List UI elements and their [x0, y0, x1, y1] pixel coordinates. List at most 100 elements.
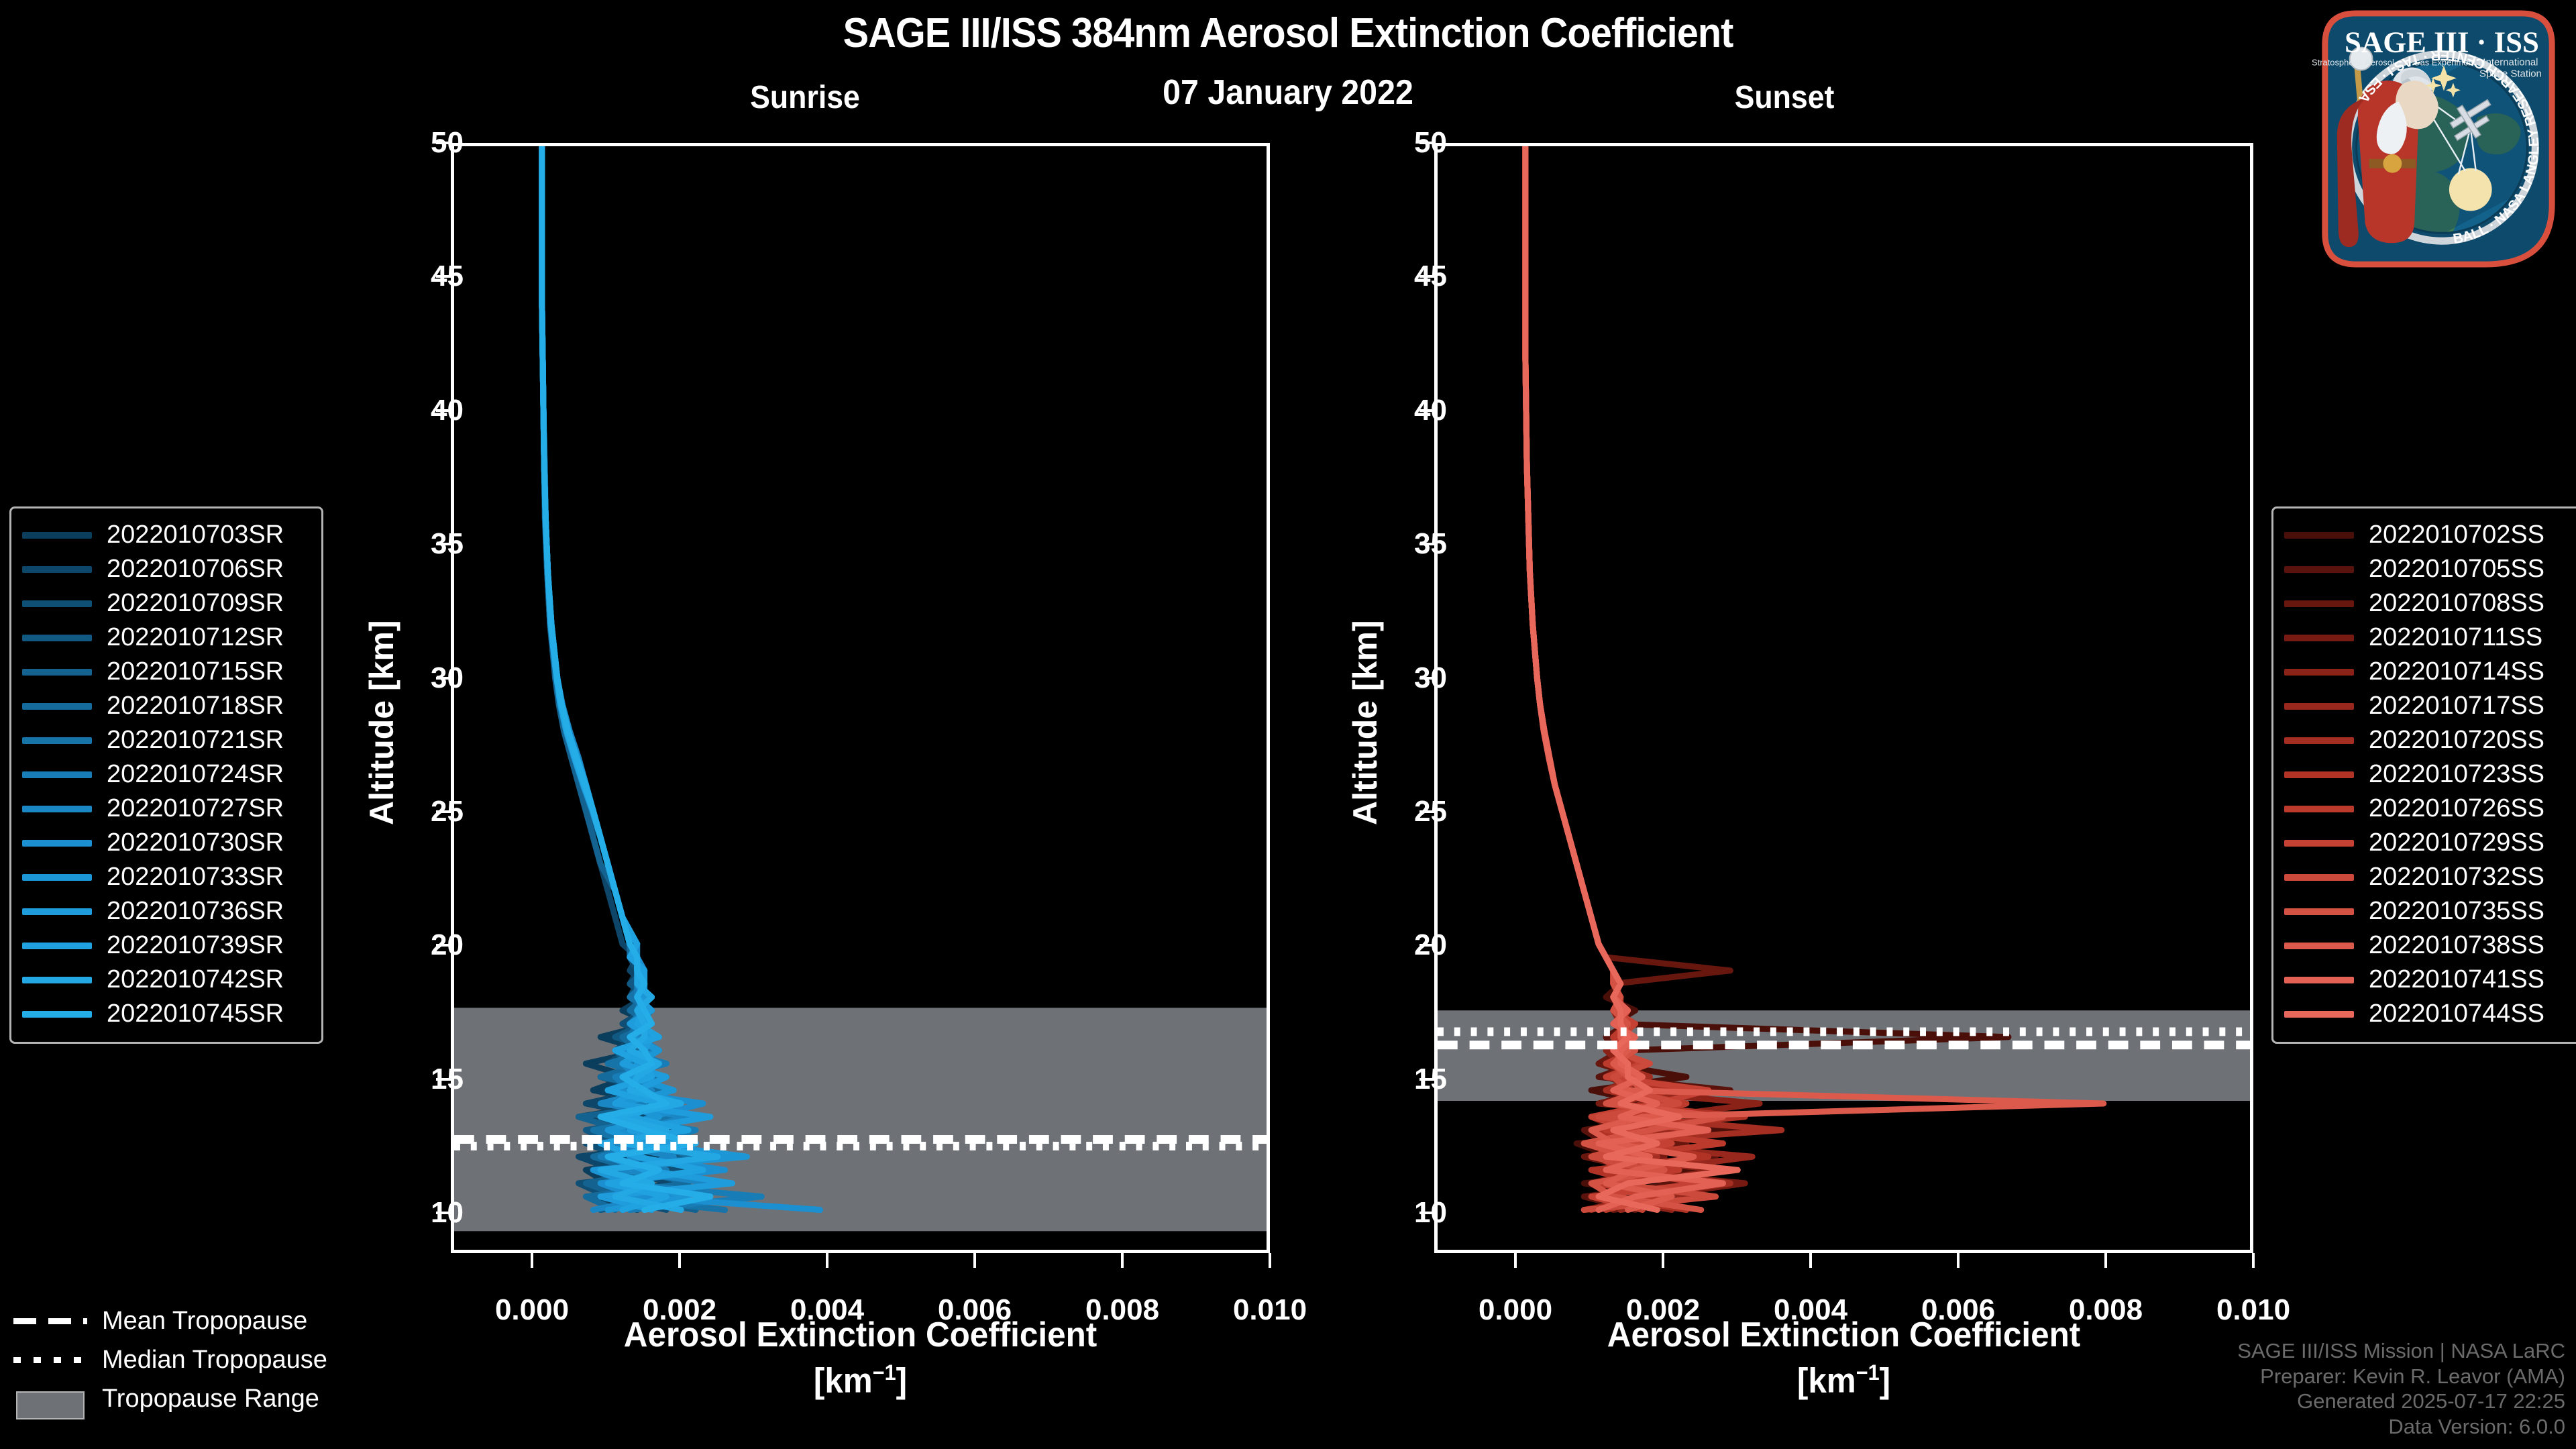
legend-item[interactable]: 2022010714SS	[2284, 655, 2573, 689]
legend-item[interactable]: 2022010702SS	[2284, 518, 2573, 552]
sunset-x-tick-mark	[1662, 1253, 1664, 1268]
legend-item[interactable]: 2022010730SR	[22, 826, 311, 860]
legend-color-swatch-icon	[22, 531, 92, 539]
legend-item[interactable]: 2022010715SR	[22, 655, 311, 689]
patch-subtitle-right-1: International	[2483, 57, 2538, 68]
legend-item-label: 2022010745SR	[107, 1000, 284, 1028]
legend-item[interactable]: 2022010733SR	[22, 860, 311, 894]
sunset-x-tick-label: 0.008	[2068, 1293, 2143, 1326]
profile-line	[542, 146, 710, 1210]
legend-item[interactable]: 2022010732SS	[2284, 860, 2573, 894]
sunset-x-axis-unit: [km−1]	[1796, 1360, 1891, 1401]
legend-item-label: 2022010723SS	[2369, 760, 2545, 788]
legend-item-label: 2022010739SR	[107, 931, 284, 959]
sunrise-x-tick-mark	[678, 1253, 681, 1268]
sunrise-y-tick-mark	[436, 1212, 451, 1215]
legend-label-median-tropopause: Median Tropopause	[102, 1345, 327, 1374]
sunrise-y-tick-mark	[436, 810, 451, 813]
sage-iii-iss-mission-patch-icon: SAGE III · ISS Stratospheric Aerosol and…	[2312, 10, 2555, 268]
legend-item[interactable]: 2022010726SS	[2284, 792, 2573, 826]
legend-item[interactable]: 2022010735SS	[2284, 894, 2573, 928]
legend-color-swatch-icon	[22, 908, 92, 915]
legend-item[interactable]: 2022010705SS	[2284, 552, 2573, 586]
sunrise-x-tick-label: 0.010	[1232, 1293, 1307, 1326]
legend-item[interactable]: 2022010708SS	[2284, 586, 2573, 621]
legend-item[interactable]: 2022010744SS	[2284, 997, 2573, 1031]
legend-item[interactable]: 2022010709SR	[22, 586, 311, 621]
legend-item-label: 2022010708SS	[2369, 589, 2545, 617]
sunset-x-tick-mark	[1957, 1253, 1960, 1268]
sunrise-x-tick-mark	[973, 1253, 976, 1268]
legend-item-label: 2022010703SR	[107, 521, 284, 549]
legend-color-swatch-icon	[22, 805, 92, 812]
sunset-y-tick-mark	[1419, 1212, 1434, 1215]
legend-item-label: 2022010738SS	[2369, 931, 2545, 959]
legend-item[interactable]: 2022010736SR	[22, 894, 311, 928]
legend-color-swatch-icon	[2284, 873, 2354, 881]
legend-color-swatch-icon	[22, 737, 92, 744]
legend-item[interactable]: 2022010720SS	[2284, 723, 2573, 757]
legend-item[interactable]: 2022010723SS	[2284, 757, 2573, 792]
legend-item[interactable]: 2022010724SR	[22, 757, 311, 792]
legend-item[interactable]: 2022010738SS	[2284, 928, 2573, 963]
page-title: SAGE III/ISS 384nm Aerosol Extinction Co…	[843, 10, 1734, 56]
sunset-y-tick-mark	[1419, 142, 1434, 144]
legend-item-median-tropopause: Median Tropopause	[13, 1340, 327, 1379]
credits-generated: Generated 2025-07-17 22:25	[2297, 1389, 2565, 1413]
legend-item[interactable]: 2022010717SS	[2284, 689, 2573, 723]
legend-color-swatch-icon	[22, 634, 92, 641]
sunset-y-tick-mark	[1419, 676, 1434, 680]
sunrise-panel-title: Sunrise	[750, 80, 860, 115]
legend-item-label: 2022010709SR	[107, 589, 284, 617]
sunset-plot-area	[1438, 146, 2250, 1250]
legend-item-label: 2022010712SR	[107, 623, 284, 651]
sunrise-y-tick-mark	[436, 142, 451, 144]
legend-item[interactable]: 2022010703SR	[22, 518, 311, 552]
legend-item[interactable]: 2022010739SR	[22, 928, 311, 963]
legend-item[interactable]: 2022010741SS	[2284, 963, 2573, 997]
legend-item-label: 2022010702SS	[2369, 521, 2545, 549]
legend-color-swatch-icon	[2284, 600, 2354, 607]
legend-item-label: 2022010726SS	[2369, 794, 2545, 822]
legend-label-mean-tropopause: Mean Tropopause	[102, 1306, 308, 1335]
legend-item[interactable]: 2022010721SR	[22, 723, 311, 757]
sunrise-legend[interactable]: 2022010703SR 2022010706SR 2022010709SR 2022…	[9, 506, 323, 1044]
legend-item-tropopause-range: Tropopause Range	[13, 1379, 327, 1419]
legend-item[interactable]: 2022010711SS	[2284, 621, 2573, 655]
legend-color-swatch-icon	[2284, 805, 2354, 812]
legend-item[interactable]: 2022010742SR	[22, 963, 311, 997]
legend-color-swatch-icon	[2284, 942, 2354, 949]
sunset-x-tick-label: 0.010	[2216, 1293, 2291, 1326]
sunset-legend[interactable]: 2022010702SS 2022010705SS 2022010708SS 2022…	[2271, 506, 2576, 1044]
legend-item[interactable]: 2022010712SR	[22, 621, 311, 655]
sunrise-y-tick-mark	[436, 275, 451, 278]
legend-color-swatch-icon	[22, 702, 92, 710]
legend-color-swatch-icon	[22, 566, 92, 573]
legend-color-swatch-icon	[22, 976, 92, 983]
legend-item[interactable]: 2022010727SR	[22, 792, 311, 826]
chart-date-subtitle: 07 January 2022	[1163, 73, 1413, 112]
tropopause-range-band	[454, 1008, 1267, 1232]
legend-color-swatch-icon	[2284, 634, 2354, 641]
gray-band-swatch-icon	[13, 1390, 87, 1419]
legend-item-label: 2022010715SR	[107, 657, 284, 686]
credits-data-version: Data Version: 6.0.0	[2388, 1415, 2565, 1439]
patch-title: SAGE III · ISS	[2345, 25, 2539, 59]
legend-item-label: 2022010721SR	[107, 726, 284, 754]
sunset-panel-title: Sunset	[1734, 80, 1835, 115]
legend-item-label: 2022010718SR	[107, 692, 284, 720]
legend-item[interactable]: 2022010718SR	[22, 689, 311, 723]
legend-color-swatch-icon	[22, 600, 92, 607]
sunrise-x-tick-mark	[826, 1253, 828, 1268]
legend-item-label: 2022010730SR	[107, 828, 284, 857]
sunrise-y-tick-mark	[436, 409, 451, 412]
legend-item[interactable]: 2022010706SR	[22, 552, 311, 586]
legend-item-label: 2022010711SS	[2369, 623, 2543, 651]
profile-line	[1525, 146, 1737, 1210]
sunrise-y-tick-mark	[436, 543, 451, 546]
sunrise-x-axis-unit: [km−1]	[813, 1360, 908, 1401]
legend-item[interactable]: 2022010729SS	[2284, 826, 2573, 860]
sunset-y-tick-mark	[1419, 543, 1434, 546]
legend-item[interactable]: 2022010745SR	[22, 997, 311, 1031]
legend-color-swatch-icon	[22, 771, 92, 778]
